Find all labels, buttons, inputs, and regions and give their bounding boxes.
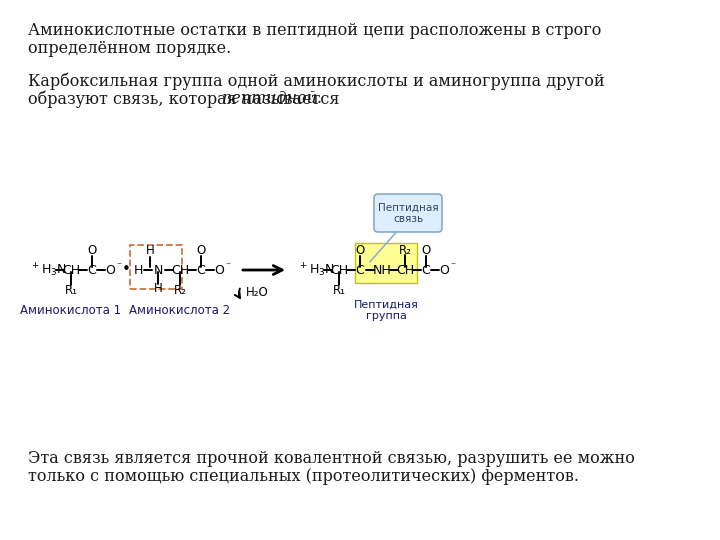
Text: O: O	[105, 264, 115, 276]
Text: ⁻: ⁻	[450, 261, 455, 271]
Text: ⁻: ⁻	[116, 261, 121, 271]
Text: образуют связь, которая называется: образуют связь, которая называется	[28, 90, 345, 107]
Text: Пептидная
группа: Пептидная группа	[354, 299, 418, 321]
Text: только с помощью специальных (протеолитических) ферментов.: только с помощью специальных (протеолити…	[28, 468, 579, 485]
Text: Карбоксильная группа одной аминокислоты и аминогруппа другой: Карбоксильная группа одной аминокислоты …	[28, 72, 605, 90]
Text: определённом порядке.: определённом порядке.	[28, 40, 231, 57]
FancyBboxPatch shape	[374, 194, 442, 232]
Text: Аминокислота 1: Аминокислота 1	[20, 303, 122, 316]
Text: CH: CH	[396, 264, 414, 276]
FancyBboxPatch shape	[355, 243, 417, 283]
Text: CH: CH	[330, 264, 348, 276]
Text: Пептидная
связь: Пептидная связь	[378, 202, 438, 224]
Text: CH: CH	[62, 264, 80, 276]
Text: O: O	[421, 245, 431, 258]
Text: R₂: R₂	[399, 244, 411, 256]
Text: O: O	[197, 245, 206, 258]
Text: C: C	[197, 264, 205, 276]
Text: H: H	[133, 264, 143, 276]
Text: $^+$H$_3$N: $^+$H$_3$N	[298, 261, 335, 279]
Text: NH: NH	[373, 264, 392, 276]
Text: H₂O: H₂O	[246, 287, 269, 300]
Text: C: C	[356, 264, 364, 276]
Text: O: O	[356, 245, 364, 258]
Text: H: H	[145, 245, 154, 258]
Text: R₁: R₁	[333, 284, 346, 296]
Text: O: O	[87, 245, 96, 258]
Text: O: O	[439, 264, 449, 276]
Text: H: H	[153, 282, 163, 295]
Text: R₂: R₂	[174, 284, 186, 296]
Text: R₁: R₁	[65, 284, 78, 296]
Text: Аминокислота 2: Аминокислота 2	[130, 303, 230, 316]
Text: N: N	[153, 264, 163, 276]
Text: пептидной.: пептидной.	[222, 90, 323, 107]
Text: •: •	[122, 262, 130, 278]
Text: C: C	[88, 264, 96, 276]
Text: C: C	[422, 264, 431, 276]
Text: O: O	[214, 264, 224, 276]
Text: Аминокислотные остатки в пептидной цепи расположены в строго: Аминокислотные остатки в пептидной цепи …	[28, 22, 601, 39]
Text: $^+$H$_3$N: $^+$H$_3$N	[30, 261, 67, 279]
Text: Эта связь является прочной ковалентной связью, разрушить ее можно: Эта связь является прочной ковалентной с…	[28, 450, 635, 467]
Text: ⁻: ⁻	[225, 261, 230, 271]
Text: CH: CH	[171, 264, 189, 276]
